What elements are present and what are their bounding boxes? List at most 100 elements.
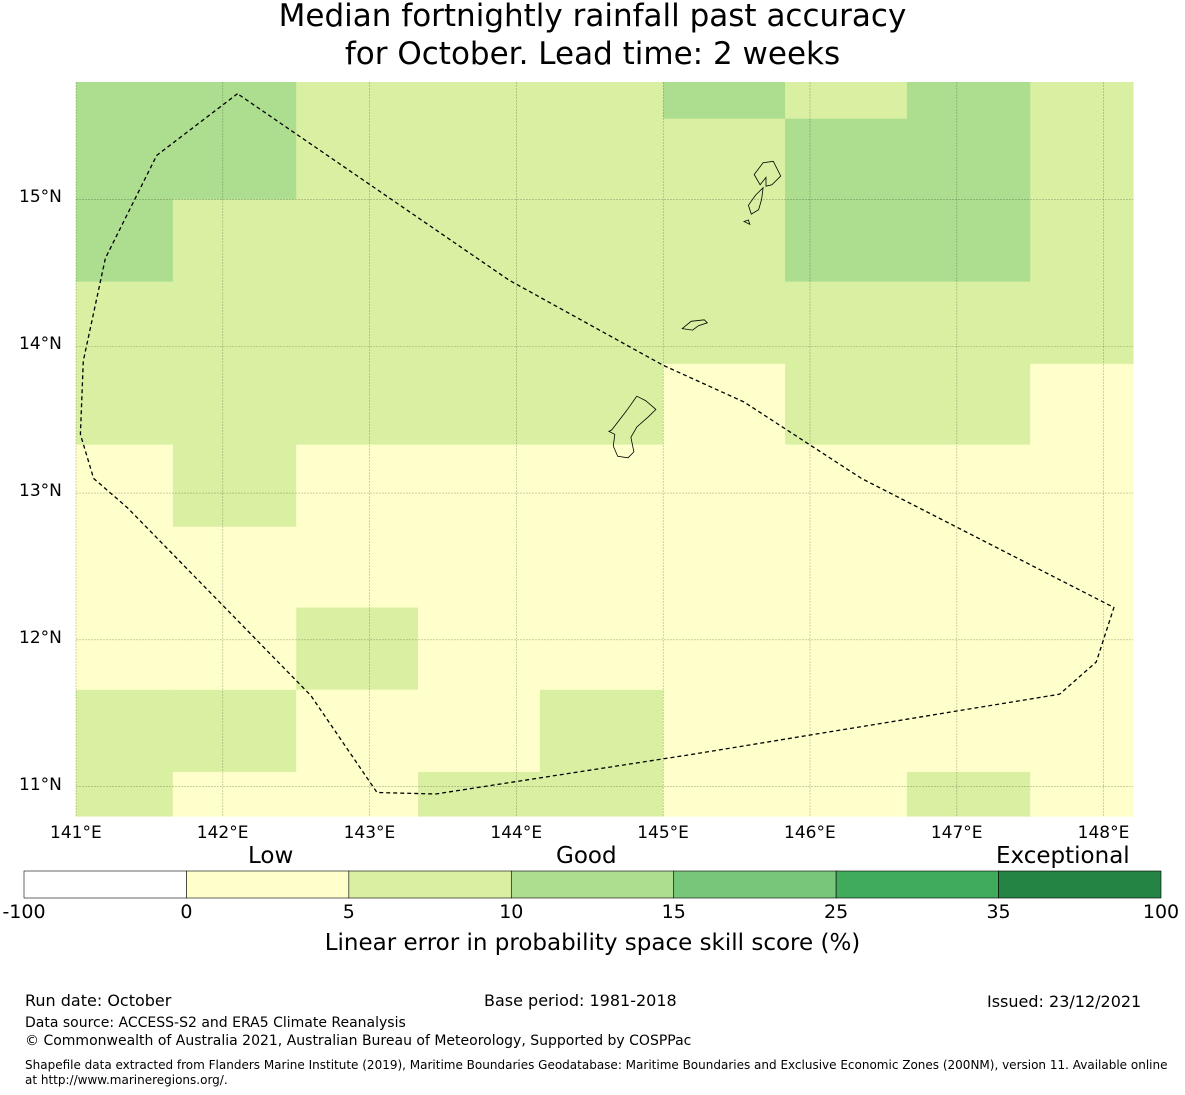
- copyright: © Commonwealth of Australia 2021, Austra…: [25, 1033, 692, 1049]
- lat-tick-label: 14°N: [19, 334, 62, 355]
- skill-cell: [296, 118, 419, 201]
- skill-cell: [539, 771, 664, 817]
- skill-cell: [172, 607, 297, 691]
- skill-cell: [418, 199, 541, 283]
- skill-cell: [785, 363, 908, 446]
- skill-cell: [785, 444, 908, 528]
- skill-cell: [539, 689, 664, 773]
- skill-cell: [906, 199, 1031, 283]
- skill-cell: [539, 118, 664, 201]
- skill-cell: [906, 689, 1031, 773]
- skill-cell: [296, 526, 419, 609]
- colorbar-tick-label: -100: [2, 901, 46, 923]
- skill-cell: [539, 363, 664, 446]
- colorbar-swatch: [835, 870, 999, 899]
- colorbar-tick-label: 100: [1142, 901, 1180, 923]
- skill-cell: [539, 526, 664, 609]
- eez-boundary: [79, 93, 1115, 795]
- colorbar-title: Linear error in probability space skill …: [324, 930, 861, 956]
- skill-cell: [785, 199, 908, 283]
- skill-cell: [906, 526, 1031, 609]
- skill-cell: [418, 444, 541, 528]
- skill-cell: [906, 363, 1031, 446]
- skill-cell: [663, 689, 786, 773]
- skill-cell: [539, 607, 664, 691]
- lat-tick-label: 11°N: [19, 774, 62, 795]
- map-title-line2: for October. Lead time: 2 weeks: [344, 36, 841, 72]
- skill-cell: [296, 607, 419, 691]
- skill-cell: [76, 607, 174, 691]
- run-date: Run date: October: [25, 991, 172, 1010]
- skill-cell: [296, 281, 419, 365]
- skill-cell: [172, 689, 297, 773]
- colorbar-swatch: [348, 870, 512, 899]
- skill-cell: [1030, 444, 1134, 528]
- skill-cell: [539, 82, 664, 120]
- colorbar-swatch: [23, 870, 187, 899]
- skill-cell: [76, 444, 174, 528]
- skill-cell: [906, 118, 1031, 201]
- colorbar-tick-label: 35: [986, 901, 1011, 923]
- island-outline: [753, 160, 782, 187]
- island-outline: [742, 219, 751, 226]
- island-outline: [747, 186, 764, 215]
- skill-cell: [172, 363, 297, 446]
- colorbar-tick-label: 5: [342, 901, 355, 923]
- lon-tick-label: 142°E: [196, 823, 249, 843]
- skill-cell: [172, 82, 297, 120]
- skill-cell: [418, 118, 541, 201]
- skill-cell: [663, 82, 786, 120]
- skill-cell: [785, 526, 908, 609]
- skill-cell: [1030, 118, 1134, 201]
- skill-cell: [1030, 526, 1134, 609]
- data-source: Data source: ACCESS-S2 and ERA5 Climate …: [25, 1015, 406, 1031]
- skill-cell: [785, 281, 908, 365]
- shapefile-credit: Shapefile data extracted from Flanders M…: [25, 1058, 1168, 1087]
- category-good: Good: [556, 843, 617, 869]
- issued-date: Issued: 23/12/2021: [987, 992, 1142, 1011]
- skill-cell: [785, 771, 908, 817]
- colorbar-swatch: [673, 870, 837, 899]
- skill-cell: [296, 82, 419, 120]
- lon-tick-label: 146°E: [784, 823, 836, 843]
- lon-tick-label: 148°E: [1077, 823, 1130, 843]
- lon-tick-label: 145°E: [637, 823, 689, 843]
- skill-cell: [663, 363, 786, 446]
- skill-cell: [663, 118, 786, 201]
- skill-grid-cells: [76, 82, 1134, 817]
- island-outline: [681, 319, 709, 331]
- skill-cell: [76, 363, 174, 446]
- skill-cell: [539, 281, 664, 365]
- lat-tick-label: 13°N: [19, 481, 62, 502]
- skill-cell: [418, 363, 541, 446]
- skill-cell: [296, 363, 419, 446]
- skill-cell: [906, 771, 1031, 817]
- skill-cell: [785, 82, 908, 120]
- skill-cell: [539, 199, 664, 283]
- skill-cell: [1030, 82, 1134, 120]
- skill-cell: [296, 199, 419, 283]
- colorbar-tick-label: 0: [180, 901, 193, 923]
- skill-cell: [906, 444, 1031, 528]
- skill-cell: [76, 199, 174, 283]
- skill-cell: [172, 199, 297, 283]
- skill-cell: [76, 82, 174, 120]
- skill-cell: [906, 82, 1031, 120]
- category-exceptional: Exceptional: [996, 843, 1130, 869]
- skill-cell: [663, 771, 786, 817]
- skill-cell: [172, 118, 297, 201]
- skill-cell: [663, 199, 786, 283]
- colorbar-tick-label: 25: [824, 901, 849, 923]
- skill-cell: [76, 526, 174, 609]
- skill-cell: [76, 771, 174, 817]
- skill-cell: [1030, 689, 1134, 773]
- skill-cell: [76, 118, 174, 201]
- island-outline: [608, 395, 657, 459]
- skill-cell: [1030, 607, 1134, 691]
- skill-cell: [418, 281, 541, 365]
- skill-cell: [296, 444, 419, 528]
- skill-cell: [785, 118, 908, 201]
- skill-cell: [418, 607, 541, 691]
